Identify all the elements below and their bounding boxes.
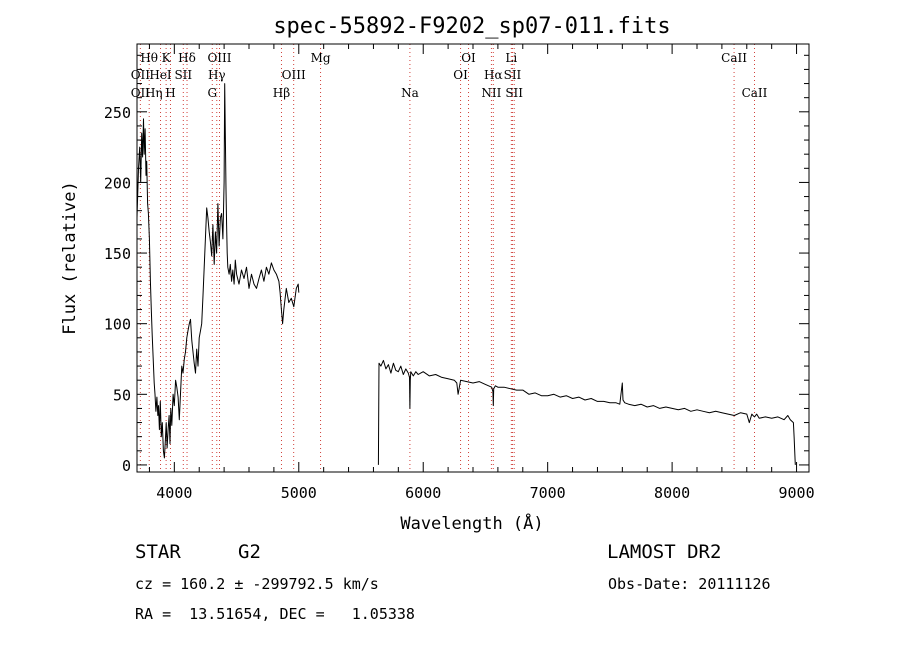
obs-date: Obs-Date: 20111126 bbox=[608, 575, 771, 593]
line-label: HeI bbox=[149, 68, 172, 82]
line-label: OI bbox=[461, 51, 476, 65]
x-tick-label: 8000 bbox=[654, 484, 690, 502]
line-label: Hα bbox=[484, 68, 503, 82]
line-label: NII bbox=[481, 86, 501, 100]
x-tick-label: 9000 bbox=[778, 484, 814, 502]
line-label: OII bbox=[131, 68, 151, 82]
line-label: SII bbox=[504, 68, 522, 82]
object-class: STAR bbox=[135, 541, 181, 563]
line-label: Hβ bbox=[273, 86, 290, 100]
y-tick-label: 150 bbox=[104, 245, 131, 263]
line-label: Hγ bbox=[208, 68, 226, 82]
plot-frame bbox=[136, 43, 810, 473]
line-label: Hη bbox=[145, 86, 163, 100]
x-axis-label: Wavelength (Å) bbox=[400, 512, 543, 534]
line-label: H bbox=[165, 86, 175, 100]
survey-name: LAMOST DR2 bbox=[607, 541, 722, 563]
spectrum-line bbox=[136, 83, 300, 459]
y-axis-label: Flux (relative) bbox=[60, 181, 80, 335]
line-label: SII bbox=[174, 68, 192, 82]
object-subclass: G2 bbox=[238, 541, 261, 563]
x-tick-label: 7000 bbox=[530, 484, 566, 502]
line-label: Hδ bbox=[178, 51, 196, 65]
spectrum-chart: spec-55892-F9202_sp07-011.fits Hθ K Hδ OIII… bbox=[60, 14, 815, 534]
y-tick-label: 250 bbox=[104, 104, 131, 122]
redshift-line: cz = 160.2 ± -299792.5 km/s bbox=[135, 575, 379, 593]
chart-title: spec-55892-F9202_sp07-011.fits bbox=[273, 14, 670, 39]
line-label: G bbox=[207, 86, 217, 100]
line-label: Hθ bbox=[140, 51, 158, 65]
line-label: Li bbox=[505, 51, 517, 65]
line-label: OIII bbox=[207, 51, 231, 65]
x-tick-label: 4000 bbox=[156, 484, 192, 502]
y-axis: 0 50 100 150 200 250 bbox=[104, 54, 809, 475]
line-label: OI bbox=[453, 68, 468, 82]
line-label: CaII bbox=[721, 51, 747, 65]
y-tick-label: 50 bbox=[113, 386, 131, 404]
x-tick-label: 5000 bbox=[281, 484, 317, 502]
y-tick-label: 0 bbox=[122, 457, 131, 475]
line-label: Mg bbox=[311, 51, 331, 65]
spectrum-series bbox=[136, 83, 796, 465]
line-label: OIII bbox=[282, 68, 306, 82]
y-tick-label: 200 bbox=[104, 174, 131, 192]
line-label: OII bbox=[131, 86, 151, 100]
x-axis: 4000 5000 6000 7000 8000 9000 bbox=[148, 44, 815, 502]
line-label: CaII bbox=[742, 86, 768, 100]
y-tick-label: 100 bbox=[104, 316, 131, 334]
spectrum-line bbox=[377, 359, 796, 465]
coordinates-line: RA = 13.51654, DEC = 1.05338 bbox=[135, 605, 415, 623]
line-label: K bbox=[162, 51, 172, 65]
line-label: Na bbox=[401, 86, 419, 100]
line-label: SII bbox=[505, 86, 523, 100]
x-tick-label: 6000 bbox=[405, 484, 441, 502]
